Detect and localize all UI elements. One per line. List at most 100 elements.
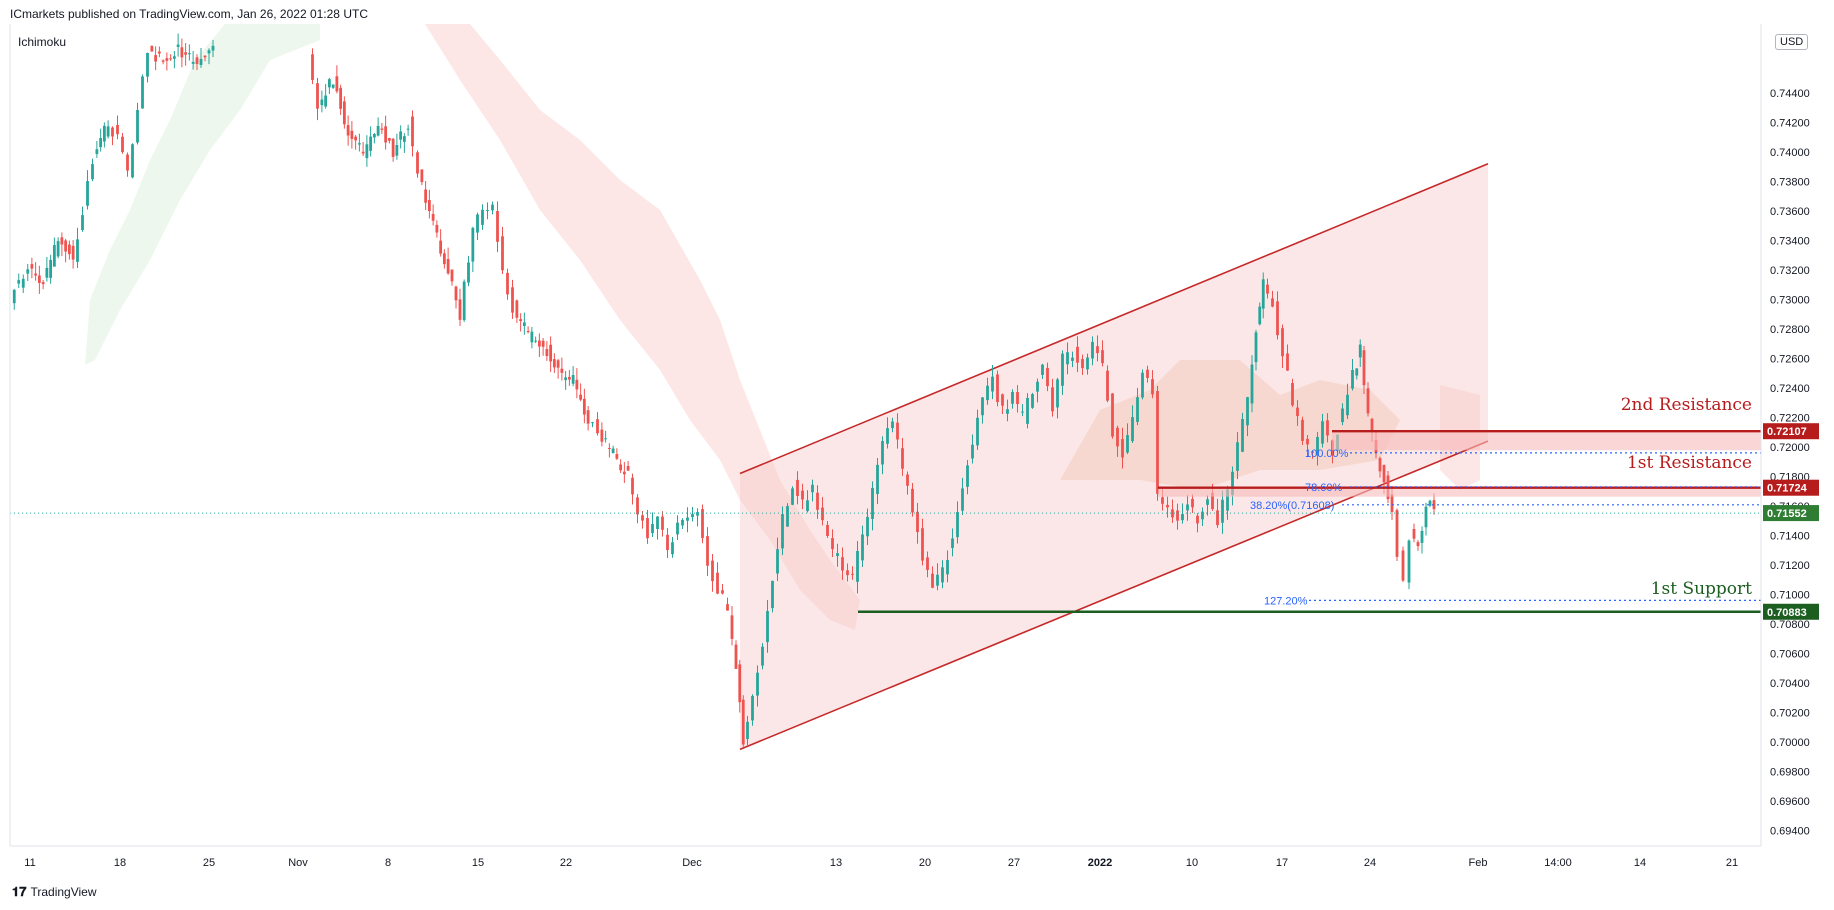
time-tick-label: 14: [1634, 857, 1646, 869]
candle-body: [357, 143, 361, 145]
candle-body: [1258, 306, 1262, 325]
candle-body: [316, 83, 319, 109]
candle-body: [996, 374, 999, 402]
candle-body: [881, 441, 884, 465]
time-tick-label: 20: [919, 857, 931, 869]
price-tick-label: 0.71000: [1770, 590, 1810, 602]
candle-body: [327, 79, 331, 88]
price-tag: [1763, 603, 1819, 620]
candle-body: [761, 646, 764, 666]
candle-body: [1412, 528, 1416, 539]
price-tag: [1763, 505, 1819, 522]
candle-body: [157, 51, 161, 54]
candle-body: [458, 299, 462, 320]
candle-body: [622, 471, 626, 475]
candle-body: [191, 61, 195, 64]
price-tag: [1763, 479, 1819, 496]
candle-body: [199, 58, 203, 65]
candle-body: [1046, 367, 1049, 387]
candle-body: [99, 138, 103, 148]
time-axis[interactable]: 11 18 25 Nov 8 15 22 Dec 13 20 27 2022 10 17 24 Feb 14:0…: [24, 857, 1738, 869]
candle-body: [831, 538, 834, 550]
candle-body: [384, 126, 388, 143]
candle-body: [1316, 436, 1319, 456]
candle-body: [1407, 540, 1411, 583]
time-tick-label: Nov: [288, 857, 308, 869]
candle-body: [60, 237, 64, 245]
price-tick-label: 0.72600: [1770, 354, 1810, 366]
support-resistance-levels: 2nd Resistance 1st Resistance 1st Support: [10, 395, 1761, 613]
time-tick-label: 22: [560, 857, 572, 869]
price-tick-label: 0.73200: [1770, 265, 1810, 277]
candle-body: [976, 417, 979, 446]
candle-body: [575, 379, 579, 390]
candle-body: [681, 519, 684, 526]
price-tick-label: 0.73600: [1770, 206, 1810, 218]
candle-body: [1126, 435, 1129, 453]
indicator-name[interactable]: Ichimoku: [18, 35, 67, 49]
candle-body: [861, 534, 864, 561]
candle-body: [1116, 427, 1119, 447]
candle-body: [37, 275, 41, 283]
tradingview-footer[interactable]: 𝟏𝟕 TradingView: [12, 884, 97, 900]
candle-body: [796, 479, 799, 496]
channel-upper-line[interactable]: [739, 163, 1489, 475]
candle-body: [661, 516, 664, 530]
price-tick-label: 0.70600: [1770, 649, 1810, 661]
candle-body: [545, 349, 549, 357]
candle-body: [1056, 379, 1059, 408]
price-tick-label: 0.72000: [1770, 442, 1810, 454]
candle-body: [746, 721, 749, 740]
candle-body: [1281, 328, 1284, 357]
candle-body: [666, 534, 669, 551]
candle-body: [522, 322, 526, 327]
candle-body: [331, 84, 335, 88]
price-tick-label: 0.74000: [1770, 147, 1810, 159]
candle-body: [21, 278, 25, 288]
candle-body: [427, 199, 431, 212]
candle-body: [906, 474, 909, 486]
candle-body: [646, 518, 649, 539]
candle-body: [1351, 370, 1354, 389]
candle-body: [1081, 359, 1084, 368]
candle-body: [476, 214, 479, 233]
candle-body: [172, 56, 176, 59]
candle-body: [1051, 387, 1054, 412]
candle-body: [726, 604, 729, 611]
candle-body: [1066, 352, 1069, 365]
candle-body: [406, 128, 410, 130]
candle-body: [604, 438, 608, 440]
candle-body: [354, 136, 358, 141]
time-tick-label: 18: [114, 857, 126, 869]
candle-body: [856, 551, 859, 582]
price-tick-label: 0.69800: [1770, 767, 1810, 779]
candle-body: [1296, 407, 1299, 417]
candle-body: [1271, 298, 1274, 307]
price-tick-label: 0.71200: [1770, 560, 1810, 572]
candle-body: [411, 116, 414, 147]
price-axis[interactable]: 0.74400 0.74200 0.74000 0.73800 0.73600 0.734…: [1770, 88, 1810, 838]
candle-body: [431, 213, 435, 221]
candle-body: [756, 672, 759, 696]
candle-body: [424, 189, 428, 203]
price-tick-label: 0.70800: [1770, 619, 1810, 631]
candle-body: [121, 136, 124, 153]
currency-badge[interactable]: USD: [1775, 34, 1809, 50]
candle-body: [56, 241, 60, 257]
time-tick-label: 17: [1276, 857, 1288, 869]
candle-body: [416, 152, 419, 174]
candle-body: [1001, 394, 1004, 406]
candle-body: [141, 76, 144, 109]
candle-body: [866, 516, 869, 537]
time-tick-label: Feb: [1469, 857, 1488, 869]
candle-body: [751, 695, 754, 721]
candle-body: [1286, 353, 1289, 371]
candle-body: [1306, 438, 1309, 445]
candle-body: [1221, 499, 1224, 523]
candle-body: [619, 464, 623, 471]
candle-body: [1181, 513, 1184, 521]
candle-body: [106, 126, 110, 137]
candle-body: [442, 253, 446, 265]
candle-body: [511, 287, 514, 313]
